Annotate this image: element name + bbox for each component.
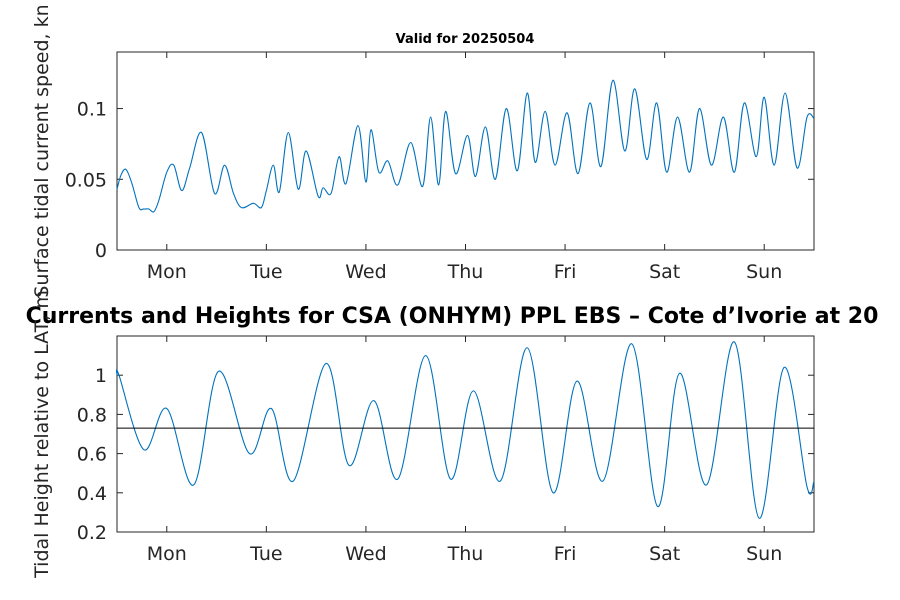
x-tick-label: Sat	[649, 543, 680, 565]
tidal-height-line	[115, 341, 815, 519]
x-tick-label: Sun	[746, 261, 782, 283]
x-tick-label: Sun	[746, 543, 782, 565]
x-tick-label: Sat	[649, 261, 680, 283]
current-speed-ylabel: Surface tidal current speed, kn	[31, 4, 53, 297]
y-tick-label: 1	[95, 365, 107, 387]
tidal-height-axes: Mon Tue Wed Thu Fri Sat Sun 0.2 0.4 0.6 0.8 1 Curre…	[26, 290, 879, 579]
tidal-height-title: Currents and Heights for CSA (ONHYM) PPL…	[26, 304, 879, 329]
x-tick-label: Thu	[447, 261, 484, 283]
y-tick-label: 0.05	[65, 169, 107, 191]
y-tick-label: 0.6	[77, 444, 107, 466]
current-speed-title: Valid for 20250504	[396, 32, 535, 47]
x-tick-label: Tue	[249, 543, 282, 565]
tidal-height-plot-area	[116, 335, 815, 533]
y-tick-label: 0.4	[77, 483, 107, 505]
x-tick-label: Fri	[554, 261, 577, 283]
x-tick-label: Wed	[345, 543, 386, 565]
x-tick-label: Wed	[345, 261, 386, 283]
y-tick-label: 0	[95, 240, 107, 262]
y-tick-label: 0.2	[77, 522, 107, 544]
tidal-height-ylabel: Tidal Height relative to LAT, m	[31, 290, 53, 579]
x-tick-label: Mon	[147, 543, 187, 565]
x-tick-label: Mon	[147, 261, 187, 283]
current-speed-axes: Mon Tue Wed Thu Fri Sat Sun 0 0.05 0.1 Valid for …	[31, 4, 815, 298]
y-tick-label: 0.8	[77, 404, 107, 426]
x-tick-label: Fri	[554, 543, 577, 565]
current-speed-line	[116, 79, 815, 213]
x-tick-label: Thu	[447, 543, 484, 565]
current-speed-plot-area	[116, 51, 815, 251]
y-tick-label: 0.1	[77, 99, 107, 121]
x-tick-label: Tue	[249, 261, 282, 283]
